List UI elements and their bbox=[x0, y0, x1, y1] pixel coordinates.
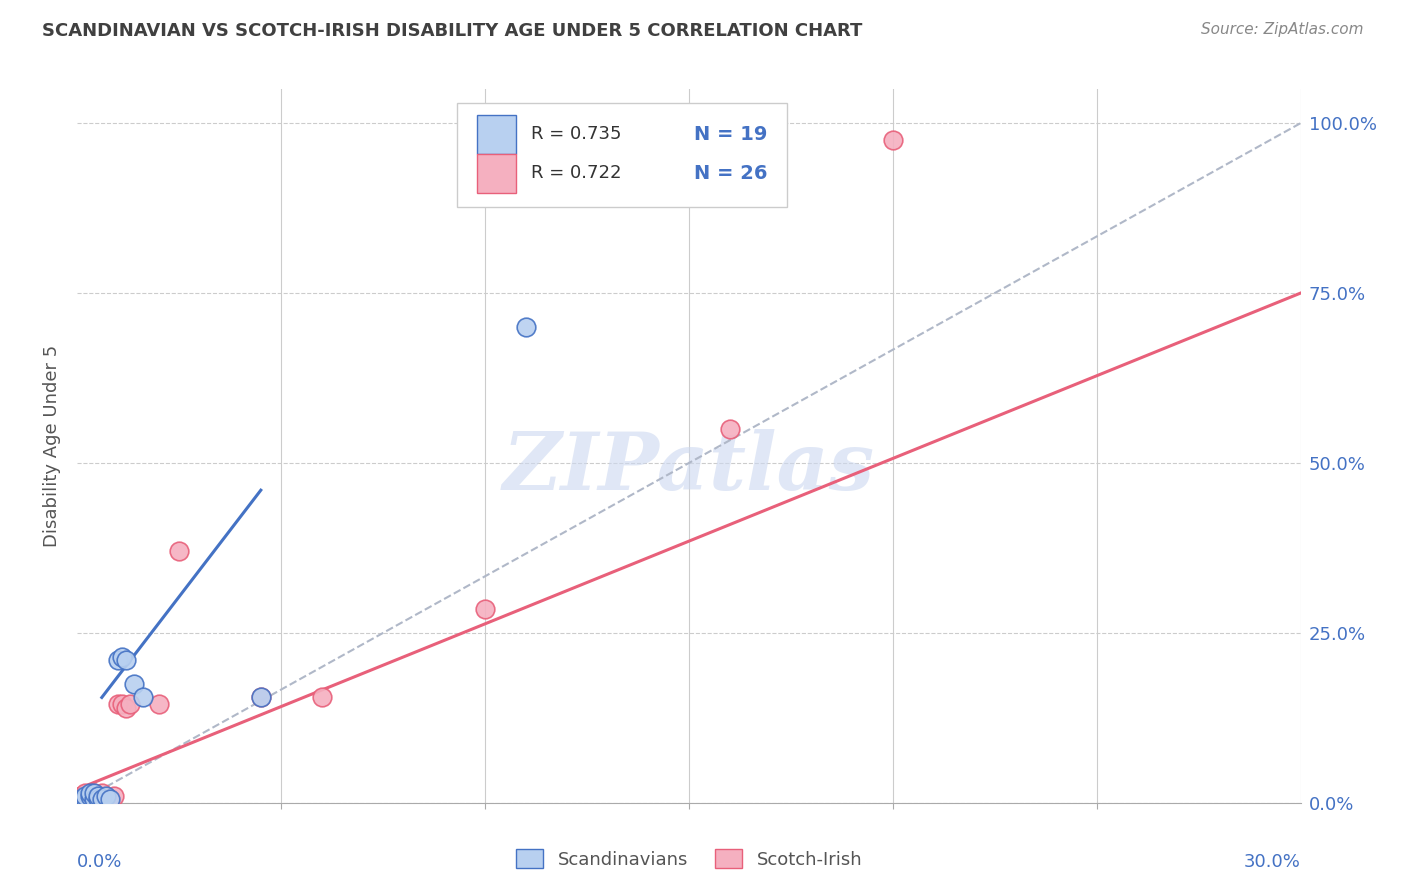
Point bbox=[718, 422, 741, 436]
Point bbox=[87, 792, 110, 806]
Point bbox=[83, 786, 105, 800]
Point bbox=[98, 792, 121, 806]
Point bbox=[98, 792, 121, 806]
Point bbox=[87, 792, 110, 806]
Point bbox=[124, 677, 146, 691]
Point bbox=[111, 698, 134, 712]
Point bbox=[311, 690, 333, 705]
Point bbox=[169, 544, 191, 558]
Point bbox=[474, 602, 496, 616]
Point bbox=[90, 786, 112, 800]
Y-axis label: Disability Age Under 5: Disability Age Under 5 bbox=[42, 345, 60, 547]
Point bbox=[250, 690, 273, 705]
FancyBboxPatch shape bbox=[457, 103, 787, 207]
Point bbox=[79, 792, 101, 806]
Point bbox=[70, 792, 93, 806]
Text: Source: ZipAtlas.com: Source: ZipAtlas.com bbox=[1201, 22, 1364, 37]
Point bbox=[75, 792, 97, 806]
Point bbox=[882, 133, 904, 147]
Point bbox=[83, 792, 105, 806]
Text: N = 26: N = 26 bbox=[693, 164, 768, 183]
Point bbox=[83, 789, 105, 803]
Point bbox=[515, 320, 537, 334]
Point bbox=[107, 698, 129, 712]
Point bbox=[79, 786, 101, 800]
Point bbox=[79, 789, 101, 803]
Point bbox=[75, 792, 97, 806]
Point bbox=[103, 789, 125, 803]
FancyBboxPatch shape bbox=[477, 153, 516, 193]
Point bbox=[115, 653, 138, 667]
Point bbox=[70, 792, 93, 806]
Point bbox=[107, 653, 129, 667]
Point bbox=[131, 690, 153, 705]
Point bbox=[115, 700, 138, 714]
Legend: Scandinavians, Scotch-Irish: Scandinavians, Scotch-Irish bbox=[509, 842, 869, 876]
Point bbox=[94, 792, 117, 806]
Point bbox=[75, 786, 97, 800]
Text: SCANDINAVIAN VS SCOTCH-IRISH DISABILITY AGE UNDER 5 CORRELATION CHART: SCANDINAVIAN VS SCOTCH-IRISH DISABILITY … bbox=[42, 22, 862, 40]
Text: ZIPatlas: ZIPatlas bbox=[503, 429, 875, 506]
Point bbox=[75, 789, 97, 803]
Point bbox=[250, 690, 273, 705]
Point bbox=[75, 789, 97, 803]
Point bbox=[90, 789, 112, 803]
Point bbox=[120, 698, 142, 712]
Text: R = 0.735: R = 0.735 bbox=[531, 125, 621, 143]
Point bbox=[148, 698, 170, 712]
Point bbox=[79, 789, 101, 803]
Point bbox=[90, 792, 112, 806]
Text: N = 19: N = 19 bbox=[693, 125, 768, 144]
Text: 30.0%: 30.0% bbox=[1244, 853, 1301, 871]
Text: 0.0%: 0.0% bbox=[77, 853, 122, 871]
FancyBboxPatch shape bbox=[477, 114, 516, 153]
Point bbox=[70, 789, 93, 803]
Point bbox=[111, 649, 134, 664]
Point bbox=[87, 789, 110, 803]
Point bbox=[83, 786, 105, 800]
Text: R = 0.722: R = 0.722 bbox=[531, 164, 621, 182]
Point bbox=[94, 789, 117, 803]
